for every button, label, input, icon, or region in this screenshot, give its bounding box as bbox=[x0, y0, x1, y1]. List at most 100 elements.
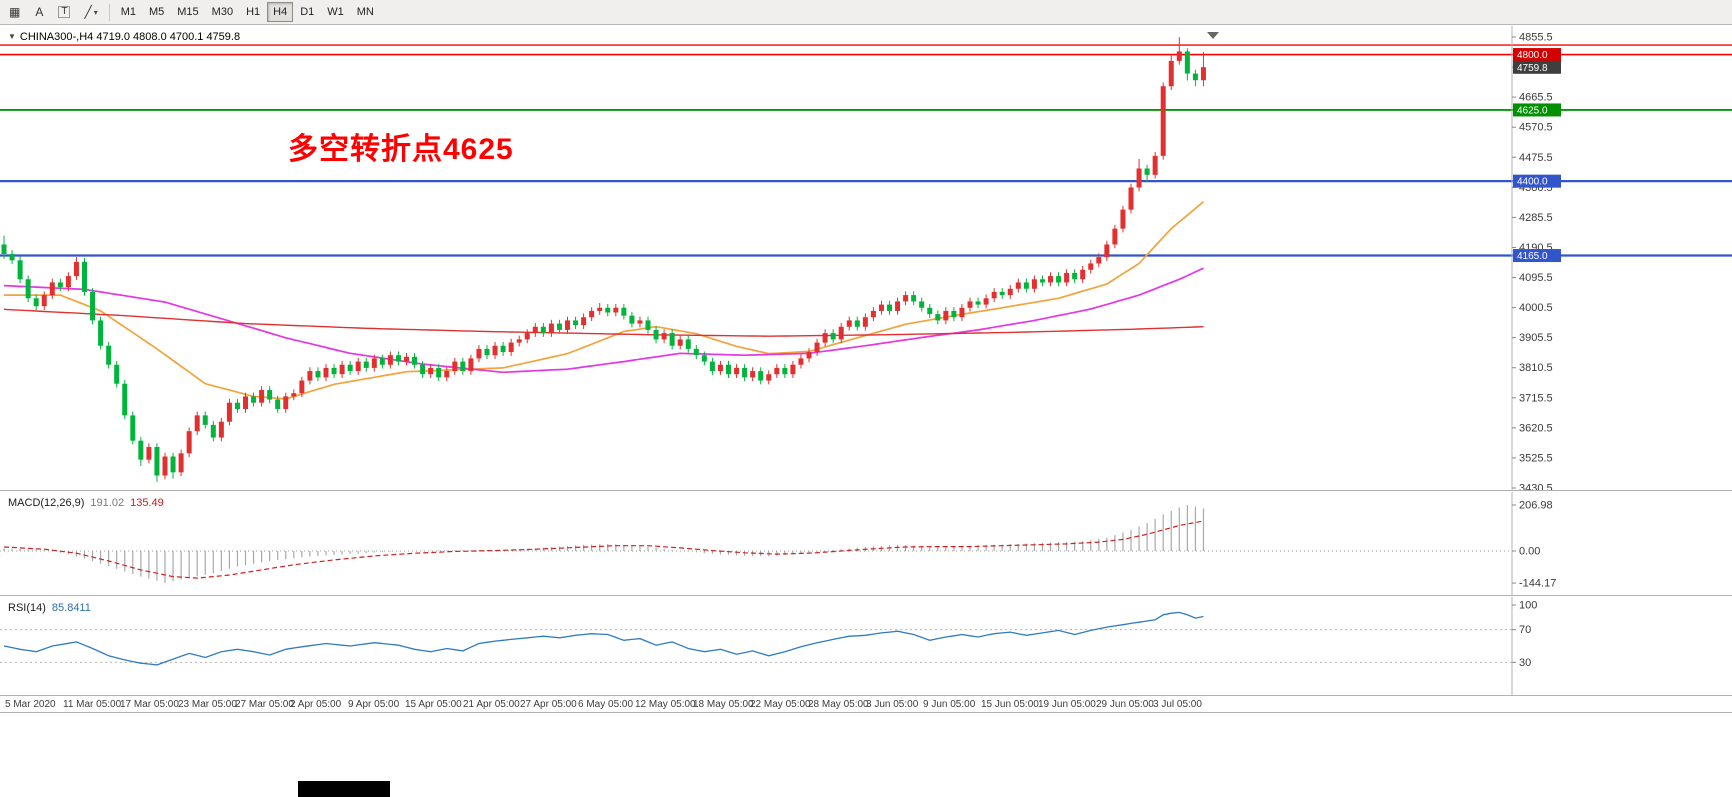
candle bbox=[90, 291, 96, 321]
text-tool-button[interactable]: T bbox=[52, 2, 76, 22]
candle bbox=[275, 399, 281, 410]
candle bbox=[565, 320, 570, 330]
text-tool-icon: T bbox=[58, 6, 71, 18]
time-axis-label: 3 Jul 05:00 bbox=[1153, 699, 1202, 710]
rsi-line bbox=[3, 611, 1204, 666]
macd-panel[interactable]: 206.98 0.00 -144.17 bbox=[0, 492, 1732, 595]
rsi-value: 85.8411 bbox=[51, 602, 91, 614]
candle bbox=[106, 345, 112, 365]
candle bbox=[1160, 86, 1166, 156]
candle bbox=[307, 371, 313, 381]
candle bbox=[1176, 51, 1182, 61]
grid-button[interactable]: ▦ bbox=[3, 2, 26, 22]
candle bbox=[790, 364, 796, 375]
axis-tick-label: -144.17 bbox=[1519, 578, 1556, 590]
candle bbox=[621, 307, 627, 316]
main-chart-panel[interactable]: 4855.54760.54665.54570.54475.54380.54285… bbox=[0, 26, 1732, 490]
candle bbox=[1056, 276, 1062, 283]
candle bbox=[717, 364, 723, 372]
panel-divider[interactable] bbox=[0, 595, 1732, 596]
candle bbox=[750, 371, 756, 378]
dropdown-caret-icon[interactable]: ▾ bbox=[93, 7, 98, 17]
timeframe-button-h4[interactable]: H4 bbox=[267, 2, 294, 22]
candle bbox=[887, 304, 892, 311]
axis-tick-label: 4665.5 bbox=[1519, 92, 1553, 104]
rsi-panel[interactable]: 100 70 30 bbox=[0, 597, 1732, 695]
timeframe-button-m1[interactable]: M1 bbox=[120, 6, 136, 18]
timeframe-button-m5[interactable]: M5 bbox=[148, 6, 165, 18]
axis-tick-label: 3715.5 bbox=[1519, 392, 1553, 404]
price-tag bbox=[1513, 48, 1561, 62]
candle bbox=[259, 390, 265, 403]
candle bbox=[363, 361, 369, 368]
candle bbox=[1168, 60, 1174, 87]
candle bbox=[1039, 279, 1045, 283]
rsi-name: RSI(14) bbox=[8, 602, 46, 614]
axis-tick-label: 100 bbox=[1519, 600, 1537, 612]
timeframe-button-d1[interactable]: D1 bbox=[300, 6, 315, 18]
candle bbox=[138, 440, 144, 460]
candle bbox=[122, 383, 128, 416]
candle bbox=[218, 421, 224, 438]
candle bbox=[210, 424, 216, 438]
panel-divider[interactable] bbox=[0, 695, 1732, 696]
candle bbox=[758, 371, 764, 381]
timeframe-button-m30[interactable]: M30 bbox=[211, 6, 234, 18]
axis-tick-label: 4095.5 bbox=[1519, 272, 1553, 284]
candle bbox=[677, 339, 683, 346]
axis-tick-label: 4285.5 bbox=[1519, 212, 1553, 224]
candle bbox=[331, 367, 337, 375]
candle bbox=[82, 261, 87, 292]
timeframe-button-h1[interactable]: H1 bbox=[246, 6, 261, 18]
time-axis-label: 15 Apr 05:00 bbox=[405, 699, 462, 710]
macd-axis[interactable]: 206.98 0.00 -144.17 bbox=[1511, 492, 1556, 595]
ma-line-red bbox=[3, 308, 1204, 337]
annotation-text[interactable]: 多空转折点4625 bbox=[288, 133, 514, 166]
moving-averages bbox=[3, 201, 1205, 400]
candle bbox=[975, 301, 981, 305]
time-axis-label: 6 May 05:00 bbox=[578, 699, 634, 710]
candle bbox=[540, 326, 546, 334]
candle bbox=[637, 320, 643, 324]
timeframe-button-m15[interactable]: M15 bbox=[177, 6, 199, 18]
candle bbox=[1112, 228, 1118, 245]
time-axis[interactable]: 5 Mar 2020 11 Mar 05:00 17 Mar 05:00 23 Mar… bbox=[0, 697, 1732, 712]
candle bbox=[556, 323, 562, 330]
candle bbox=[854, 320, 860, 327]
time-axis-label: 21 Apr 05:00 bbox=[463, 699, 520, 710]
candle bbox=[234, 402, 240, 410]
arrow-a-tool-button[interactable]: A bbox=[28, 2, 50, 22]
candle bbox=[226, 402, 232, 422]
candle bbox=[339, 364, 345, 375]
axis-tick-label: 0.00 bbox=[1519, 546, 1540, 558]
candle bbox=[428, 367, 434, 375]
timeframe-button-w1[interactable]: W1 bbox=[327, 6, 344, 18]
candle bbox=[709, 361, 715, 372]
time-axis-label: 9 Jun 05:00 bbox=[923, 699, 976, 710]
candle bbox=[911, 295, 917, 302]
price-tag-label: 4400.0 bbox=[1517, 177, 1548, 188]
candle bbox=[186, 431, 192, 454]
candle bbox=[468, 358, 474, 372]
candle bbox=[669, 333, 675, 346]
price-axis[interactable]: 4855.54760.54665.54570.54475.54380.54285… bbox=[1511, 26, 1561, 490]
candle bbox=[1088, 263, 1094, 270]
candle bbox=[243, 396, 248, 410]
candle bbox=[476, 348, 482, 359]
candle bbox=[1152, 155, 1158, 175]
candle bbox=[903, 295, 909, 302]
axis-tick-label: 70 bbox=[1519, 624, 1531, 636]
macd-signal-line bbox=[3, 520, 1204, 579]
candle bbox=[154, 447, 160, 476]
candle bbox=[774, 367, 780, 375]
rsi-axis[interactable]: 100 70 30 bbox=[1511, 597, 1537, 695]
line-tool-button[interactable]: ╱ ▾ bbox=[78, 2, 103, 22]
candle bbox=[379, 358, 385, 365]
chart-menu-icon[interactable]: ▼ bbox=[8, 32, 16, 41]
panel-divider[interactable] bbox=[0, 490, 1732, 491]
hlines[interactable] bbox=[0, 44, 1732, 257]
timeframe-button-mn[interactable]: MN bbox=[356, 6, 374, 18]
candle bbox=[895, 301, 901, 311]
chart-shift-marker-icon[interactable] bbox=[1207, 32, 1219, 39]
candle bbox=[1064, 272, 1070, 283]
